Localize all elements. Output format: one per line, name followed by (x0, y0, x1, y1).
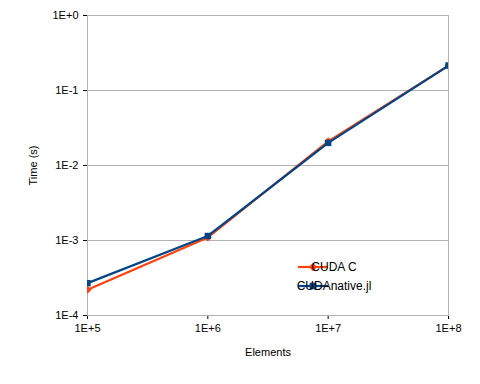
svg-text:1E+5: 1E+5 (75, 322, 101, 334)
svg-text:CUDAnative.jl: CUDAnative.jl (297, 279, 372, 293)
svg-text:1E-3: 1E-3 (55, 234, 78, 246)
svg-text:1E+6: 1E+6 (195, 322, 221, 334)
svg-text:1E+8: 1E+8 (436, 322, 462, 334)
svg-text:1E+0: 1E+0 (53, 9, 79, 21)
svg-text:1E+7: 1E+7 (315, 322, 341, 334)
svg-text:1E-2: 1E-2 (55, 159, 78, 171)
svg-text:1E-1: 1E-1 (55, 84, 78, 96)
svg-text:Time (s): Time (s) (27, 146, 39, 186)
svg-text:CUDA C: CUDA C (311, 260, 357, 274)
svg-text:1E-4: 1E-4 (55, 309, 78, 321)
svg-text:Elements: Elements (245, 346, 291, 358)
